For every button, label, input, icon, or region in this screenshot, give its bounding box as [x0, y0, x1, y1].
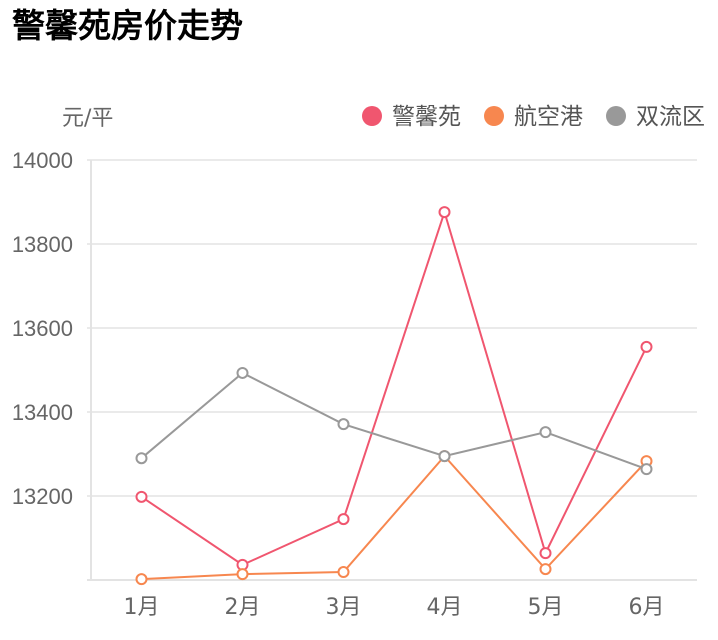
series-1	[135, 206, 653, 571]
legend-dot-icon	[362, 106, 382, 126]
data-point-marker[interactable]	[236, 568, 249, 581]
series-3	[135, 366, 653, 476]
legend-item[interactable]: 双流区	[606, 104, 705, 130]
legend: 警馨苑 航空港 双流区	[362, 104, 705, 130]
x-tick-label: 6月	[629, 595, 665, 620]
y-tick-label: 13400	[12, 400, 73, 425]
data-point-marker[interactable]	[539, 563, 552, 576]
x-tick-label: 5月	[528, 595, 564, 620]
legend-label: 航空港	[514, 104, 583, 130]
data-point-marker[interactable]	[438, 206, 451, 219]
data-point-marker[interactable]	[640, 463, 653, 476]
data-point-marker[interactable]	[438, 450, 451, 463]
y-tick-label: 14000	[12, 148, 73, 173]
x-tick-label: 3月	[326, 595, 362, 620]
legend-label: 双流区	[636, 104, 705, 130]
data-point-marker[interactable]	[539, 547, 552, 560]
data-point-marker[interactable]	[337, 418, 350, 431]
data-point-marker[interactable]	[640, 340, 653, 353]
x-axis-ticks: 1月 2月 3月 4月 5月 6月	[124, 595, 665, 620]
y-tick-label: 13200	[12, 484, 73, 509]
grid-lines	[87, 159, 697, 581]
x-tick-label: 1月	[124, 595, 160, 620]
y-tick-label: 13600	[12, 316, 73, 341]
y-axis-ticks: 14000 13800 13600 13400 13200	[12, 148, 73, 509]
y-tick-label: 13800	[12, 232, 73, 257]
data-point-marker[interactable]	[236, 366, 249, 379]
series-lines	[135, 206, 653, 586]
legend-item[interactable]: 航空港	[484, 104, 583, 130]
data-point-marker[interactable]	[337, 566, 350, 579]
y-axis-unit: 元/平	[62, 106, 113, 131]
legend-dot-icon	[606, 106, 626, 126]
x-tick-label: 2月	[225, 595, 261, 620]
legend-label: 警馨苑	[392, 104, 461, 130]
data-point-marker[interactable]	[539, 426, 552, 439]
data-point-marker[interactable]	[135, 573, 148, 586]
data-point-marker[interactable]	[135, 490, 148, 503]
data-point-marker[interactable]	[135, 452, 148, 465]
x-tick-label: 4月	[427, 595, 463, 620]
legend-item[interactable]: 警馨苑	[362, 104, 461, 130]
data-point-marker[interactable]	[337, 513, 350, 526]
page-title: 警馨苑房价走势	[12, 6, 243, 45]
legend-dot-icon	[484, 106, 504, 126]
series-2	[135, 450, 653, 586]
